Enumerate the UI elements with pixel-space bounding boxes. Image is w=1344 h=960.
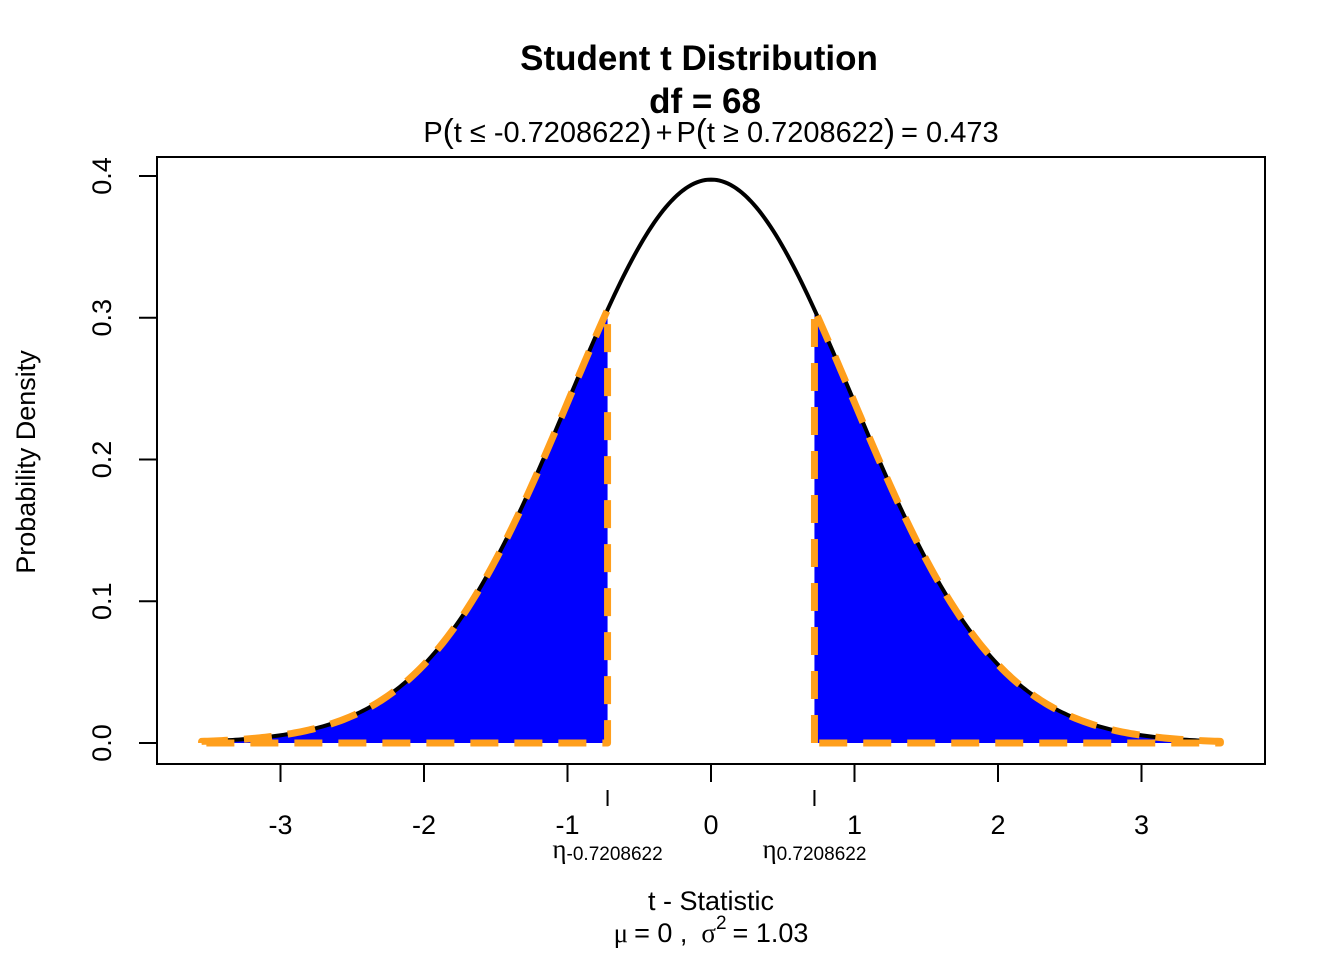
tail-fills (201, 309, 1221, 743)
x-tick-label: 2 (990, 810, 1005, 840)
left-tail-outline (198, 306, 612, 747)
subtitle-paren-open-2: ( (696, 112, 707, 149)
critical-value-label: η0.7208622 (762, 834, 866, 865)
eta-symbol: η (762, 834, 776, 864)
x-tick-label: 3 (1134, 810, 1149, 840)
x-tick-label: 0 (703, 810, 718, 840)
left-tail-fill (201, 309, 608, 743)
subtitle-paren-close-1: ) (641, 112, 652, 149)
eta-subscript: -0.7208622 (567, 844, 663, 865)
critical-value-markers: η-0.7208622 η0.7208622 (552, 790, 866, 865)
subtitle-paren-close-2: ) (884, 112, 895, 149)
tail-outlines (198, 306, 1224, 747)
sigma-superscript: 2 (716, 913, 727, 934)
x-axis-sublabel: μ = 0 , σ2 = 1.03 (614, 913, 809, 948)
subtitle-upper-expr: t ≥ 0.7208622 (707, 117, 884, 149)
eta-symbol: η (552, 834, 566, 864)
eta-subscript: 0.7208622 (777, 844, 867, 865)
y-tick-label: 0.4 (87, 157, 117, 195)
x-axis: -3 -2 -1 0 1 2 3 (268, 763, 1149, 840)
x-axis-label: t - Statistic (648, 886, 774, 916)
chart-title-line1: Student t Distribution (520, 39, 878, 78)
plot-frame (156, 156, 1266, 765)
x-tick-label: -2 (412, 810, 436, 840)
y-tick-label: 0.2 (87, 441, 117, 479)
mu-value: = 0 , (634, 918, 687, 948)
chart-title-line2: df = 68 (649, 82, 761, 121)
mu-symbol: μ (614, 918, 628, 948)
y-axis: 0.0 0.1 0.2 0.3 0.4 (87, 157, 158, 762)
x-tick-label: -3 (268, 810, 292, 840)
y-tick-label: 0.3 (87, 299, 117, 337)
subtitle-lower-expr: t ≤ -0.7208622 (454, 117, 641, 149)
right-tail-fill (814, 309, 1221, 743)
sigma-value: = 1.03 (733, 918, 809, 948)
density-curve (201, 177, 1221, 744)
x-tick-label: -1 (555, 810, 579, 840)
x-tick-label: 1 (847, 810, 862, 840)
subtitle-plus: + (656, 117, 673, 149)
y-tick-label: 0.1 (87, 582, 117, 620)
y-axis-label: Probability Density (11, 350, 41, 574)
subtitle-equals: = 0.473 (901, 117, 999, 149)
y-tick-label: 0.0 (87, 724, 117, 762)
subtitle-paren-open-1: ( (443, 112, 454, 149)
critical-value-label: η-0.7208622 (552, 834, 662, 865)
chart-subtitle: P(t ≤ -0.7208622) + P(t ≥ 0.7208622) = 0.47… (423, 112, 998, 149)
subtitle-p1: P (423, 117, 442, 149)
sigma-symbol: σ (701, 918, 716, 948)
right-tail-outline (810, 306, 1224, 747)
subtitle-p2: P (677, 117, 696, 149)
